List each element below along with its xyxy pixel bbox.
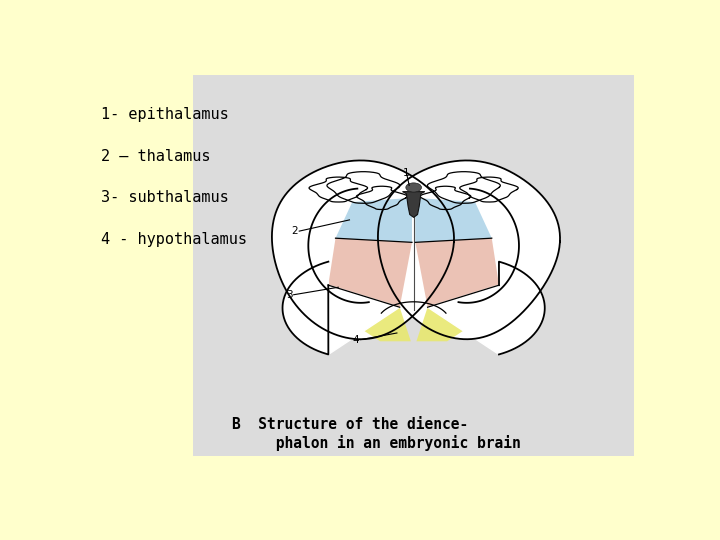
Polygon shape	[415, 238, 499, 307]
Polygon shape	[416, 285, 499, 341]
Text: B  Structure of the dience-: B Structure of the dience-	[233, 417, 469, 432]
Text: 1- epithalamus: 1- epithalamus	[101, 107, 229, 122]
Polygon shape	[415, 198, 492, 242]
Text: phalon in an embryonic brain: phalon in an embryonic brain	[233, 435, 521, 451]
Polygon shape	[402, 192, 425, 218]
Polygon shape	[282, 262, 400, 354]
Text: 4: 4	[353, 335, 359, 345]
Ellipse shape	[406, 183, 421, 192]
Polygon shape	[272, 160, 454, 339]
Polygon shape	[328, 238, 412, 307]
Text: 4 - hypothalamus: 4 - hypothalamus	[101, 232, 247, 247]
Text: 3: 3	[286, 290, 292, 300]
Polygon shape	[328, 285, 411, 341]
Text: 3- subthalamus: 3- subthalamus	[101, 191, 229, 205]
Polygon shape	[378, 160, 560, 339]
Text: 2 – thalamus: 2 – thalamus	[101, 149, 211, 164]
Text: 1: 1	[402, 168, 409, 178]
Text: 2: 2	[292, 226, 298, 236]
Bar	[193, 75, 634, 456]
Polygon shape	[336, 198, 412, 242]
Polygon shape	[428, 262, 545, 354]
